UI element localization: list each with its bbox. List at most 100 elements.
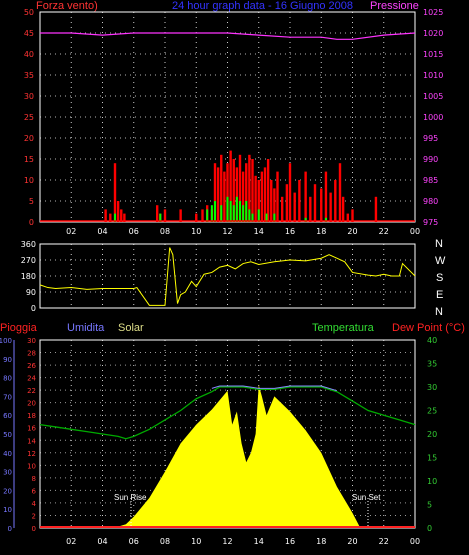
wind-bar — [116, 201, 120, 222]
gust-bar — [210, 205, 213, 222]
wind-bar — [223, 171, 226, 222]
gust-bar — [242, 205, 245, 222]
wind-x-tick-label: 02 — [66, 227, 76, 236]
temperature-y-tick-label: 0 — [427, 524, 432, 533]
pressure-y-tick-label: 990 — [423, 155, 438, 164]
wind-bar — [241, 171, 245, 222]
gust-bar — [324, 217, 327, 222]
wind-bar — [270, 180, 273, 222]
dewpoint-line — [211, 385, 338, 392]
rain-y-tick-label: 20 — [27, 400, 36, 408]
humidity-y-tick-label: 70 — [3, 393, 12, 401]
wind-bar — [226, 163, 229, 222]
temperature-line — [39, 386, 416, 440]
dewpoint-legend: Dew Point (°C) — [392, 322, 465, 334]
sunset-label: Sun Set — [352, 493, 381, 502]
direction-y-tick-label: 90 — [26, 288, 36, 297]
temperature-x-tick-label: 00 — [410, 537, 420, 546]
solar-area — [113, 385, 361, 528]
wind-bar — [248, 154, 251, 222]
humidity-y-tick-label: 100 — [0, 337, 12, 345]
rain-y-tick-label: 8 — [32, 475, 36, 483]
gust-bar — [114, 213, 116, 222]
gust-bar — [257, 209, 260, 222]
wind-x-tick-label: 18 — [316, 227, 326, 236]
wind-bar — [201, 209, 204, 222]
wind-x-tick-label: 06 — [129, 227, 139, 236]
wind-bar — [213, 163, 217, 222]
wind-bar — [260, 171, 264, 222]
wind-bar — [276, 171, 279, 222]
rain-y-tick-label: 6 — [32, 487, 37, 495]
wind-bar — [254, 175, 257, 222]
wind-y-tick-label: 0 — [29, 218, 34, 227]
wind-y-tick-label: 15 — [24, 155, 34, 164]
pressure-axis-title: Pressione — [370, 0, 419, 12]
wind-bar — [313, 184, 317, 222]
temperature-x-tick-label: 10 — [191, 537, 201, 546]
wind-bar — [329, 192, 332, 222]
wind-bar — [235, 167, 239, 222]
rain-y-tick-label: 16 — [27, 425, 36, 433]
pressure-y-tick-label: 1025 — [423, 8, 443, 17]
temperature-x-tick-label: 06 — [129, 537, 139, 546]
pressure-y-tick-label: 1005 — [423, 92, 443, 101]
compass-west-label: W — [435, 255, 446, 267]
wind-bar — [179, 209, 182, 222]
gust-bar — [214, 201, 216, 222]
wind-bar — [351, 209, 354, 222]
compass-south-label: S — [436, 272, 444, 284]
wind-y-tick-label: 10 — [24, 176, 34, 185]
wind-x-tick-label: 00 — [410, 227, 420, 236]
chart-title: 24 hour graph data - 16 Giugno 2008 — [172, 0, 354, 12]
gust-bar — [220, 205, 223, 222]
direction-panel-frame — [39, 243, 416, 309]
wind-y-tick-label: 20 — [24, 134, 34, 143]
wind-bar — [238, 154, 242, 222]
temperature-y-tick-label: 35 — [427, 360, 437, 369]
pressure-y-tick-label: 995 — [423, 134, 438, 143]
wind-bar — [245, 163, 248, 222]
gust-bar — [245, 201, 248, 222]
wind-bar — [263, 167, 267, 222]
wind-bar — [123, 213, 126, 222]
gust-bar — [232, 205, 235, 222]
wind-x-tick-label: 20 — [347, 227, 357, 236]
rain-y-tick-label: 10 — [27, 462, 36, 470]
compass-north-label: N — [435, 238, 443, 250]
direction-y-tick-label: 270 — [21, 256, 36, 265]
pressure-y-tick-label: 1015 — [423, 50, 443, 59]
pressure-y-tick-label: 975 — [423, 218, 438, 227]
direction-y-tick-label: 180 — [21, 272, 36, 281]
rain-legend: Pioggia — [0, 322, 37, 334]
pressure-y-tick-label: 1000 — [423, 113, 443, 122]
wind-bar — [195, 213, 198, 222]
wind-bar — [298, 180, 301, 222]
pressure-y-tick-label: 980 — [423, 197, 438, 206]
wind-bar — [324, 171, 328, 222]
rain-y-tick-label: 22 — [27, 387, 36, 395]
wind-x-tick-label: 08 — [160, 227, 170, 236]
rain-y-tick-label: 4 — [32, 500, 37, 508]
wind-x-tick-label: 10 — [191, 227, 201, 236]
wind-bar — [229, 150, 232, 222]
wind-bar — [320, 188, 323, 222]
wind-bar — [232, 159, 235, 222]
gust-bar — [235, 196, 238, 222]
gust-bar — [248, 209, 251, 222]
temperature-y-tick-label: 10 — [427, 477, 437, 486]
wind-bar — [113, 163, 117, 222]
wind-bar — [273, 188, 276, 222]
humidity-y-tick-label: 10 — [3, 506, 12, 514]
direction-y-tick-label: 360 — [21, 240, 36, 249]
solar-legend: Solar — [118, 322, 144, 334]
temperature-x-tick-label: 04 — [97, 537, 107, 546]
wind-axis-title: Forza vento) — [36, 0, 98, 12]
wind-y-tick-label: 30 — [24, 92, 34, 101]
wind-y-tick-label: 35 — [24, 71, 34, 80]
rain-y-tick-label: 14 — [27, 437, 36, 445]
rain-y-tick-label: 18 — [27, 412, 36, 420]
wind-bar — [334, 180, 337, 222]
humidity-y-tick-label: 0 — [8, 525, 12, 533]
